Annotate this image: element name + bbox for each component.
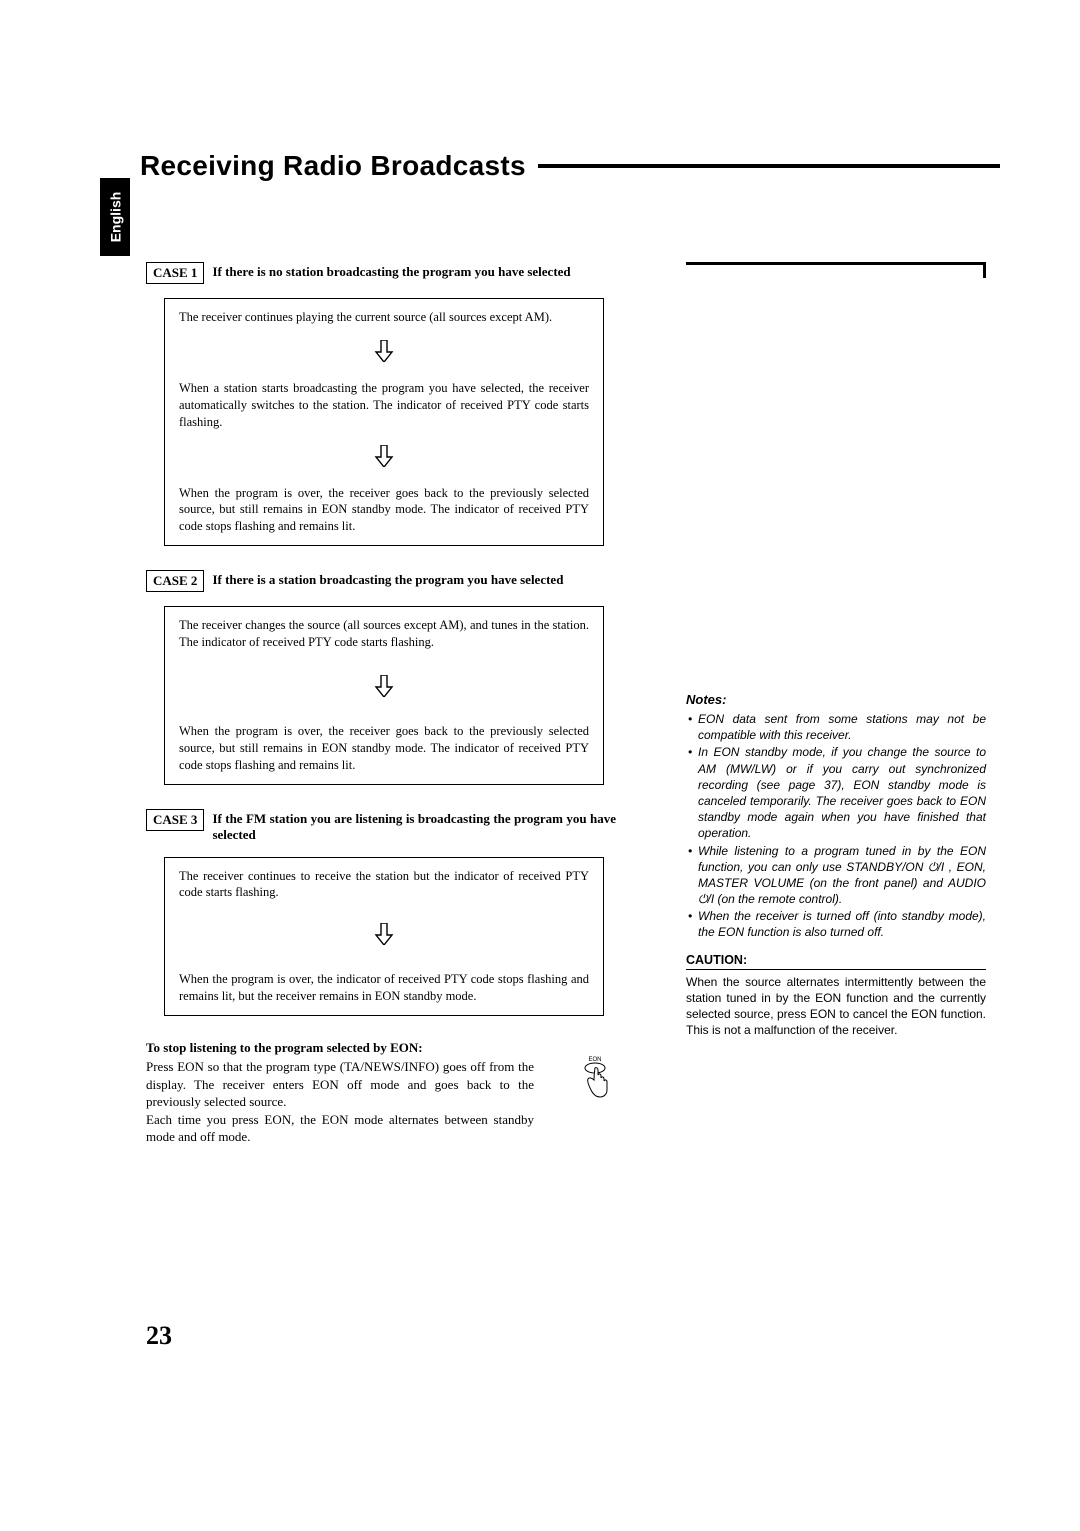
- page-number: 23: [146, 1321, 172, 1351]
- left-column: CASE 1 If there is no station broadcasti…: [146, 262, 616, 1146]
- right-column: Notes: EON data sent from some stations …: [686, 262, 986, 1146]
- language-label: English: [107, 192, 123, 243]
- title-row: Receiving Radio Broadcasts: [140, 150, 1000, 182]
- case2-header: CASE 2 If there is a station broadcastin…: [146, 570, 616, 592]
- case1-flow: The receiver continues playing the curre…: [164, 298, 604, 546]
- case2-heading: If there is a station broadcasting the p…: [212, 570, 563, 588]
- language-tab: English: [100, 178, 130, 256]
- arrow: [165, 671, 603, 705]
- case3-step2: When the program is over, the indicator …: [165, 953, 603, 1015]
- stop-bold: To stop listening to the program selecte…: [146, 1040, 534, 1056]
- case3-flow: The receiver continues to receive the st…: [164, 857, 604, 1017]
- stop-p1: Press EON so that the program type (TA/N…: [146, 1058, 534, 1111]
- notes-title: Notes:: [686, 692, 986, 707]
- eon-label: EON: [588, 1057, 601, 1063]
- case2-step2: When the program is over, the receiver g…: [165, 705, 603, 784]
- note-item: EON data sent from some stations may not…: [686, 711, 986, 743]
- content: CASE 1 If there is no station broadcasti…: [146, 262, 1000, 1146]
- case2-label: CASE 2: [146, 570, 204, 592]
- right-top-rule: [686, 262, 986, 265]
- stop-p2: Each time you press EON, the EON mode al…: [146, 1111, 534, 1146]
- case3-label: CASE 3: [146, 809, 204, 831]
- eon-press-icon: EON: [574, 1054, 616, 1109]
- down-arrow-icon: [374, 445, 394, 467]
- case3-step1: The receiver continues to receive the st…: [165, 858, 603, 920]
- caution-rule: [686, 969, 986, 970]
- case1-step2: When a station starts broadcasting the p…: [165, 370, 603, 441]
- arrow: [165, 441, 603, 475]
- stop-section: To stop listening to the program selecte…: [146, 1040, 616, 1146]
- manual-page: English Receiving Radio Broadcasts CASE …: [0, 0, 1080, 1531]
- case3-heading: If the FM station you are listening is b…: [212, 809, 616, 843]
- case1-step3: When the program is over, the receiver g…: [165, 475, 603, 546]
- right-content: Notes: EON data sent from some stations …: [686, 692, 986, 1038]
- page-title: Receiving Radio Broadcasts: [140, 150, 526, 182]
- down-arrow-icon: [374, 923, 394, 945]
- case1-step1: The receiver continues playing the curre…: [165, 299, 603, 336]
- down-arrow-icon: [374, 340, 394, 362]
- title-rule: [538, 164, 1000, 168]
- notes-list: EON data sent from some stations may not…: [686, 711, 986, 941]
- finger-press-icon: EON: [574, 1054, 616, 1104]
- case1-header: CASE 1 If there is no station broadcasti…: [146, 262, 616, 284]
- case2-flow: The receiver changes the source (all sou…: [164, 606, 604, 784]
- case3-header: CASE 3 If the FM station you are listeni…: [146, 809, 616, 843]
- note-item: In EON standby mode, if you change the s…: [686, 744, 986, 841]
- case1-heading: If there is no station broadcasting the …: [212, 262, 570, 280]
- note-item: While listening to a program tuned in by…: [686, 843, 986, 908]
- note-item: When the receiver is turned off (into st…: [686, 908, 986, 940]
- arrow: [165, 336, 603, 370]
- arrow: [165, 919, 603, 953]
- caution-title: CAUTION:: [686, 953, 986, 967]
- down-arrow-icon: [374, 675, 394, 697]
- case2-step1: The receiver changes the source (all sou…: [165, 607, 603, 671]
- case1-label: CASE 1: [146, 262, 204, 284]
- stop-text: To stop listening to the program selecte…: [146, 1040, 534, 1146]
- caution-text: When the source alternates intermittentl…: [686, 974, 986, 1039]
